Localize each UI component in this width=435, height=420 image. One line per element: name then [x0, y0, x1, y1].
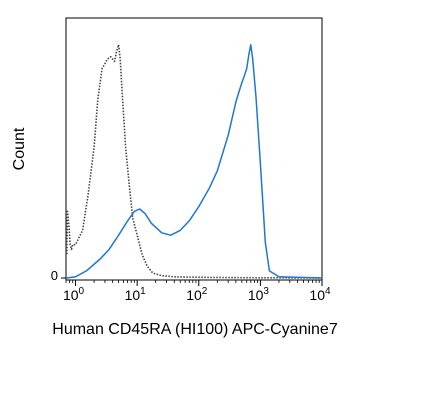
y-tick-label: 0: [51, 268, 58, 283]
x-tick-label: 100: [63, 286, 85, 303]
plot-frame: [65, 17, 323, 281]
x-axis: 100 101 102 103 104: [63, 280, 331, 303]
x-tick-label: 102: [186, 286, 208, 303]
series-layer: [66, 43, 323, 279]
x-axis-title: Human CD45RA (HI100) APC-Cyanine7: [52, 321, 338, 338]
x-tick-label: 101: [125, 286, 147, 303]
x-tick-label: 104: [309, 286, 331, 303]
x-tick-label: 103: [248, 286, 270, 303]
y-axis: 0: [51, 268, 66, 283]
y-axis-title: Count: [11, 127, 28, 170]
series-line-2: [66, 44, 323, 279]
series-line-1: [66, 43, 323, 279]
